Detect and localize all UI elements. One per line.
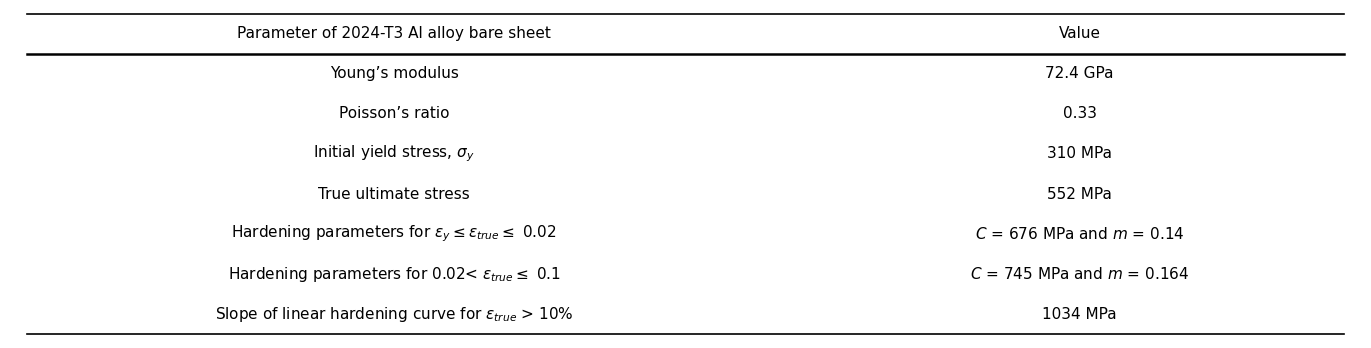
Text: Poisson’s ratio: Poisson’s ratio: [339, 106, 450, 121]
Text: 0.33: 0.33: [1063, 106, 1097, 121]
Text: 1034 MPa: 1034 MPa: [1042, 307, 1117, 322]
Text: 310 MPa: 310 MPa: [1047, 147, 1112, 161]
Text: Parameter of 2024-T3 Al alloy bare sheet: Parameter of 2024-T3 Al alloy bare sheet: [237, 26, 551, 41]
Text: Young’s modulus: Young’s modulus: [329, 66, 459, 81]
Text: Slope of linear hardening curve for $\varepsilon_{true}$ > 10%: Slope of linear hardening curve for $\va…: [215, 304, 573, 324]
Text: Hardening parameters for 0.02< $\varepsilon_{true} \leq$ 0.1: Hardening parameters for 0.02< $\varepsi…: [228, 264, 561, 284]
Text: $C$ = 676 MPa and $m$ = 0.14: $C$ = 676 MPa and $m$ = 0.14: [975, 226, 1185, 242]
Text: Initial yield stress, $\sigma_y$: Initial yield stress, $\sigma_y$: [314, 144, 474, 164]
Text: True ultimate stress: True ultimate stress: [318, 187, 470, 201]
Text: 552 MPa: 552 MPa: [1047, 187, 1112, 201]
Text: $C$ = 745 MPa and $m$ = 0.164: $C$ = 745 MPa and $m$ = 0.164: [971, 266, 1189, 282]
Text: Value: Value: [1058, 26, 1101, 41]
Text: 72.4 GPa: 72.4 GPa: [1046, 66, 1113, 81]
Text: Hardening parameters for $\varepsilon_y \leq\varepsilon_{true} \leq$ 0.02: Hardening parameters for $\varepsilon_y …: [232, 224, 557, 244]
